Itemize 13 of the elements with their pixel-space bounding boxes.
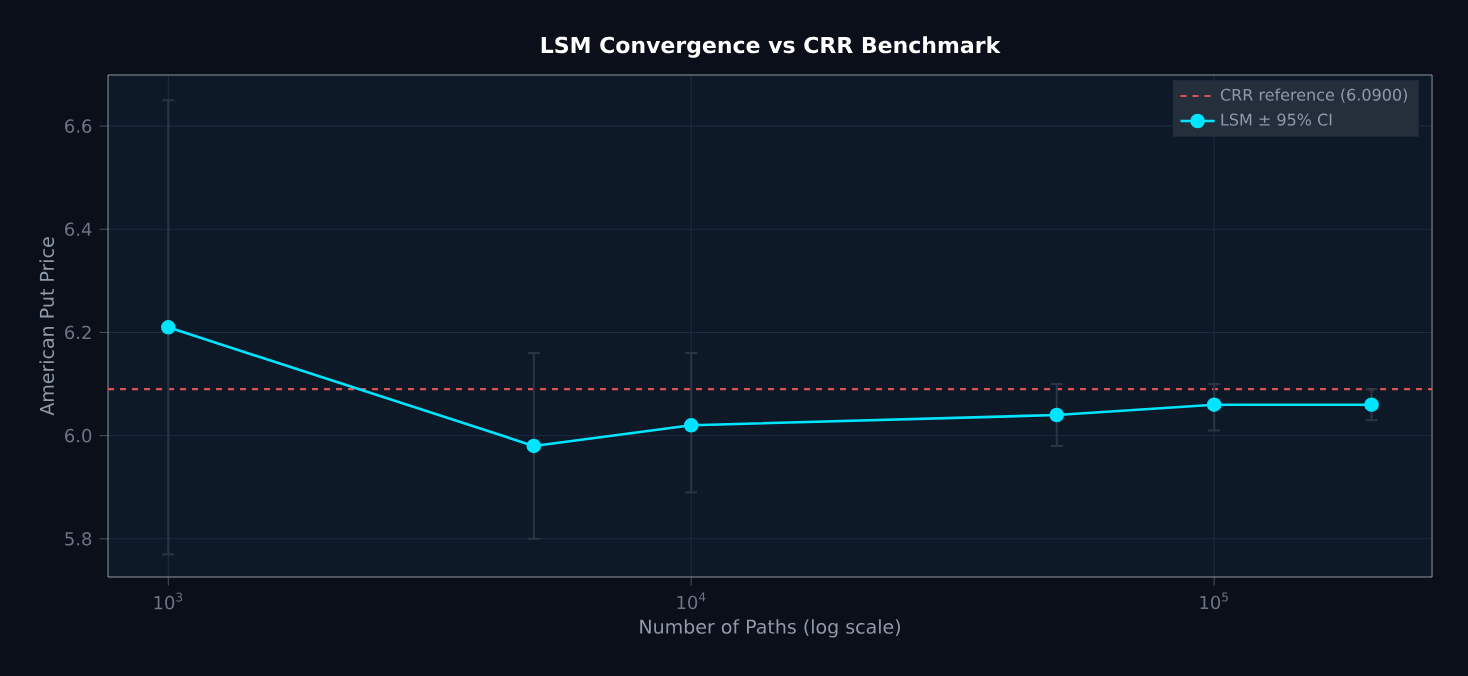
legend-label: LSM ± 95% CI <box>1221 113 1332 126</box>
x-tick-label: 10$^{4}$ <box>677 592 706 610</box>
legend-label: CRR reference (6.0900) <box>1220 88 1407 103</box>
x-tick-label: 10$^{3}$ <box>154 592 183 610</box>
y-axis-title: American Put Price <box>39 237 55 416</box>
y-tick-label: 6.0 <box>65 428 92 443</box>
chart-title: LSM Convergence vs CRR Benchmark <box>541 36 1001 58</box>
y-tick-label: 6.6 <box>65 119 92 133</box>
y-tick-label: 6.2 <box>65 325 91 340</box>
x-axis-title: Number of Paths (log scale) <box>640 619 900 638</box>
x-tick-label: 10$^{5}$ <box>1200 592 1228 610</box>
y-tick-label: 6.4 <box>65 222 92 237</box>
y-tick-label: 5.8 <box>65 532 92 546</box>
